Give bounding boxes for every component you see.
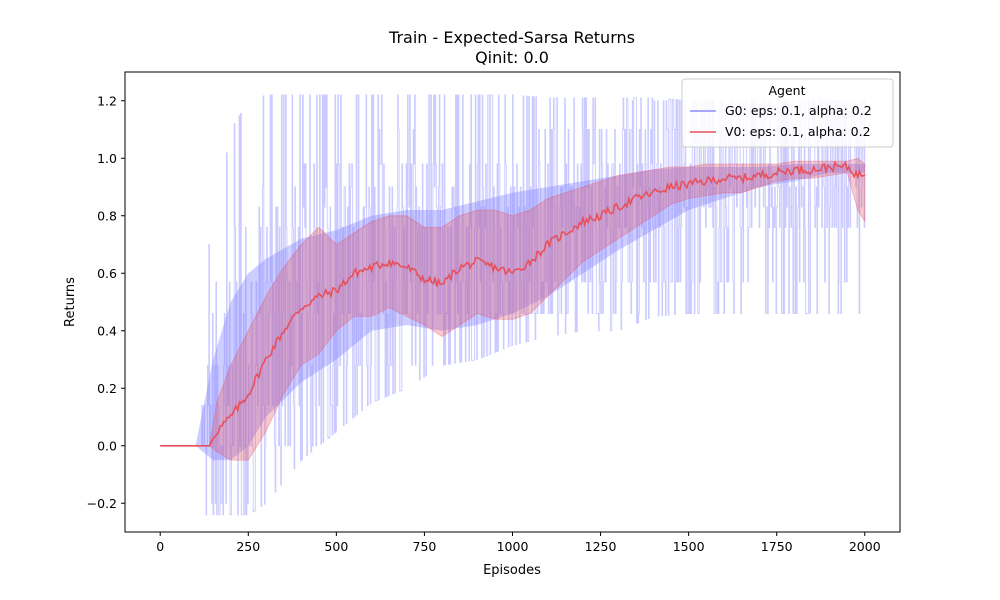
x-tick-label: 1500 [673, 539, 705, 554]
g0-std-band [160, 164, 865, 461]
x-tick-label: 1750 [761, 539, 793, 554]
y-tick-label: −0.2 [87, 496, 117, 511]
v0-std-band [160, 157, 866, 461]
x-tick-label: 1250 [585, 539, 617, 554]
y-tick-label: 1.2 [97, 93, 117, 108]
y-tick-label: 0.0 [97, 438, 117, 453]
x-tick-label: 250 [236, 539, 260, 554]
series-v0-layer [160, 157, 866, 461]
chart-subtitle: Qinit: 0.0 [475, 48, 549, 67]
y-axis-label: Returns [63, 277, 78, 327]
legend-box [681, 78, 894, 148]
y-tick-label: 0.8 [97, 208, 117, 223]
x-tick-label: 0 [156, 539, 164, 554]
plot-area [160, 94, 866, 516]
legend: Agent G0: eps: 0.1, alpha: 0.2 V0: eps: … [681, 78, 894, 148]
legend-label-v0: V0: eps: 0.1, alpha: 0.2 [725, 124, 871, 139]
x-tick-label: 1000 [497, 539, 529, 554]
x-tick-label: 500 [324, 539, 348, 554]
g0-returns-line [160, 94, 866, 516]
x-axis: 0 250 500 750 1000 1250 1500 1750 2000 [156, 532, 881, 554]
x-axis-label: Episodes [483, 563, 541, 578]
y-tick-label: 0.4 [97, 323, 117, 338]
x-tick-label: 2000 [849, 539, 881, 554]
y-tick-label: 0.2 [97, 381, 117, 396]
v0-mean-line [160, 160, 866, 447]
x-tick-label: 750 [413, 539, 437, 554]
series-g0-layer [160, 94, 866, 516]
legend-label-g0: G0: eps: 0.1, alpha: 0.2 [725, 103, 872, 118]
y-axis: −0.2 0.0 0.2 0.4 0.6 0.8 1.0 1.2 [87, 93, 125, 511]
chart-title: Train - Expected-Sarsa Returns [388, 28, 635, 47]
y-tick-label: 1.0 [97, 151, 117, 166]
y-tick-label: 0.6 [97, 266, 117, 281]
legend-title: Agent [769, 83, 806, 98]
